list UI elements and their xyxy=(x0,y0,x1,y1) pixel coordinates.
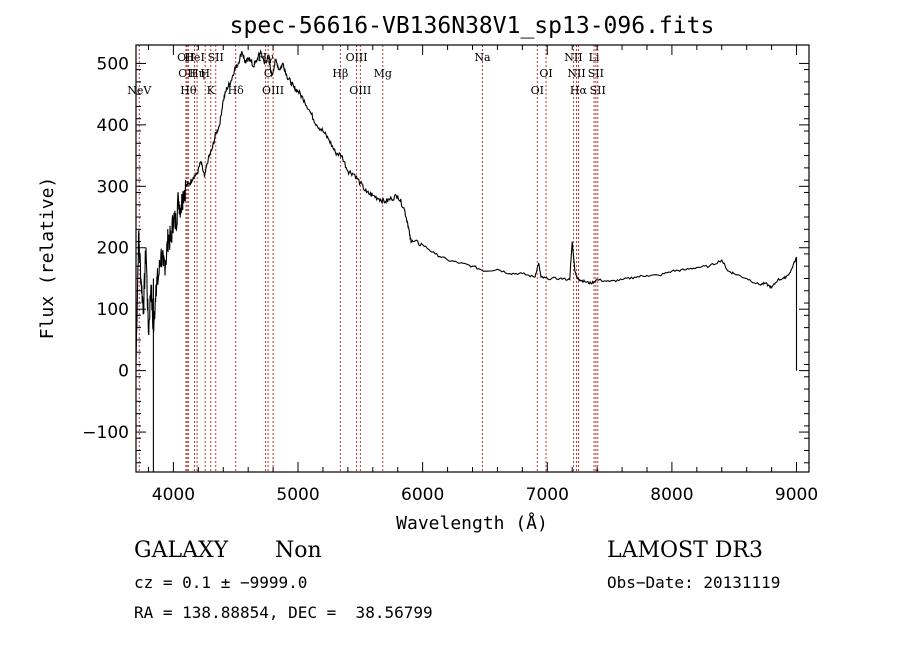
y-tick-label: 100 xyxy=(97,300,129,320)
reference-line-label: Hη xyxy=(189,67,205,80)
reference-line-label: SII xyxy=(208,51,224,64)
object-class: GALAXY xyxy=(134,538,229,563)
reference-line-label: K xyxy=(207,84,216,97)
observation-date: Obs−Date: 20131119 xyxy=(607,573,781,592)
reference-line-labels: NeVOIIOIIHθHeIHηHKSIIHδHγCOIIIHβOIIIOIII… xyxy=(127,51,606,97)
reference-line-label: NeV xyxy=(127,84,152,97)
x-tick-label: 5000 xyxy=(276,485,319,505)
y-tick-label: 300 xyxy=(97,177,129,197)
flux-series-line xyxy=(135,49,798,472)
reference-line-label: HeI xyxy=(184,51,204,64)
y-tick-label: 500 xyxy=(97,54,129,74)
x-tick-label: 9000 xyxy=(775,485,818,505)
reference-line-label: OI xyxy=(531,84,544,97)
spectrum-chart: spec-56616-VB136N38V1_sp13-096.fits NeV O… xyxy=(37,13,818,534)
reference-line-label: Hα xyxy=(570,84,588,97)
chart-title: spec-56616-VB136N38V1_sp13-096.fits xyxy=(230,13,715,39)
reference-line-label: NII xyxy=(567,67,585,80)
redshift-cz: cz = 0.1 ± −9999.0 xyxy=(134,573,308,592)
reference-line-label: OIII xyxy=(262,84,284,97)
object-subclass: Non xyxy=(275,538,322,563)
x-tick-label: 8000 xyxy=(650,485,693,505)
reference-line-label: OIII xyxy=(346,51,368,64)
plot-frame xyxy=(135,44,810,473)
reference-line-label: OI xyxy=(539,67,552,80)
reference-line-label: Mg xyxy=(374,67,392,80)
reference-line-label: OIII xyxy=(349,84,371,97)
reference-lines xyxy=(138,45,599,472)
x-axis-label: Wavelength (Å) xyxy=(396,512,548,534)
x-tick-label: 7000 xyxy=(526,485,569,505)
reference-line-label: SII xyxy=(588,67,604,80)
ra-dec: RA = 138.88854, DEC = 38.56799 xyxy=(134,603,433,622)
y-tick-label: 0 xyxy=(118,362,129,382)
y-tick-label: 200 xyxy=(97,239,129,259)
reference-line-label: Li xyxy=(589,51,600,64)
reference-line-label: Hθ xyxy=(180,84,197,97)
survey-name: LAMOST DR3 xyxy=(607,538,763,563)
x-tick-label: 4000 xyxy=(152,485,195,505)
x-tick-label: 6000 xyxy=(401,485,444,505)
reference-line-label: C xyxy=(264,67,272,80)
reference-line-label: NII xyxy=(564,51,582,64)
x-axis-ticks: 4000 5000 6000 7000 8000 9000 xyxy=(147,45,818,505)
reference-line-label: Na xyxy=(474,51,491,64)
reference-line-label: SII xyxy=(590,84,606,97)
y-tick-label: 400 xyxy=(97,116,129,136)
reference-line-label: Hδ xyxy=(228,84,245,97)
y-axis-ticks: −100 0 100 200 300 400 500 xyxy=(82,54,809,464)
reference-line-label: Hβ xyxy=(332,67,348,80)
reference-line-label: OII xyxy=(178,67,196,80)
reference-line-label: OII xyxy=(177,51,195,64)
y-tick-label: −100 xyxy=(82,423,129,443)
y-axis-label: Flux (relative) xyxy=(37,177,58,340)
reference-line-label: H xyxy=(200,67,210,80)
